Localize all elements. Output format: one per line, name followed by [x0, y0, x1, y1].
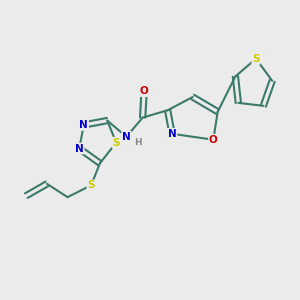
Text: N: N — [168, 129, 176, 139]
Text: O: O — [209, 135, 218, 145]
Text: N: N — [122, 132, 131, 142]
Text: S: S — [112, 138, 120, 148]
Text: H: H — [134, 138, 141, 147]
Text: S: S — [87, 180, 95, 190]
Text: N: N — [75, 143, 84, 154]
Text: N: N — [80, 120, 88, 130]
Text: S: S — [252, 54, 260, 64]
Text: O: O — [140, 86, 148, 96]
